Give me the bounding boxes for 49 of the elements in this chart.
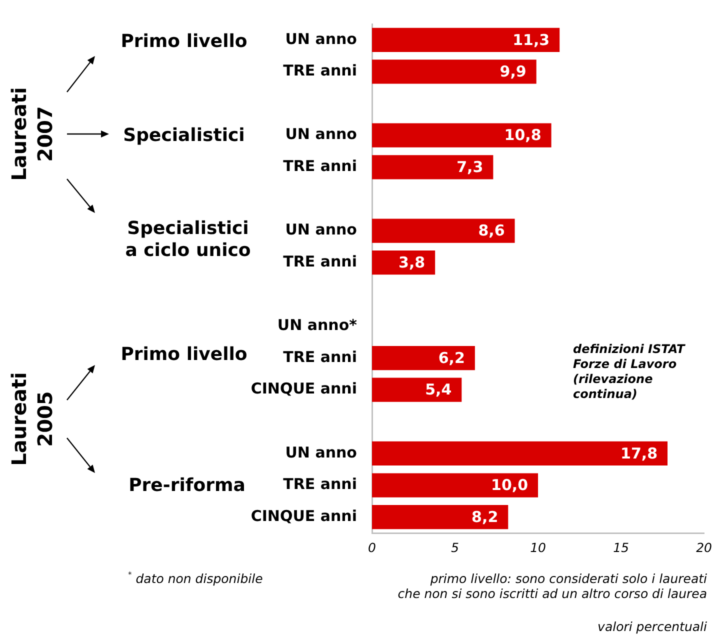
x-tick-label: 0	[368, 540, 376, 555]
bar	[372, 505, 508, 530]
text: Specialistici	[122, 125, 246, 147]
y-tick-label: CINQUE anni	[250, 506, 357, 525]
y-tick-label: CINQUE anni	[250, 380, 357, 398]
text: primo livello: sono considerati solo i laureati che non si sono iscritti ad un altro corso di laurea	[396, 571, 707, 601]
y-tick-label: TRE anni	[283, 157, 357, 176]
y-tick-label: UN anno	[285, 220, 357, 239]
bar	[372, 155, 494, 180]
y-tick-label: TRE anni	[283, 348, 357, 366]
y-tick-label: TRE anni	[283, 62, 357, 80]
y-tick-label: UN anno	[285, 125, 357, 144]
bar	[372, 473, 538, 498]
y-tick-label: UN anno	[285, 443, 357, 462]
bar	[372, 378, 462, 402]
x-tick-label: 10	[530, 540, 546, 555]
x-tick-label: 20	[696, 540, 712, 555]
bar	[372, 123, 552, 148]
data-label: 10,0	[491, 476, 528, 494]
data-label: 8,6	[478, 222, 505, 240]
x-tick-label: 5	[451, 540, 460, 555]
data-label: 6,2	[438, 348, 465, 367]
data-label: 17,8	[620, 444, 658, 462]
data-label: 11,3	[512, 30, 550, 49]
text: Primo livello	[120, 31, 248, 53]
bar	[372, 218, 515, 243]
bar	[372, 60, 536, 84]
text: $^{*}$ dato non disponibile	[128, 570, 264, 587]
data-label: 9,9	[500, 62, 526, 81]
bar	[372, 441, 668, 466]
text: Laureati 2007	[6, 86, 58, 183]
y-tick-label: TRE anni	[283, 252, 357, 270]
text: valori percentuali	[596, 619, 707, 634]
y-tick-label: UN anno	[285, 30, 357, 48]
bar	[372, 28, 560, 52]
data-label: 7,3	[456, 158, 484, 176]
data-label: 3,8	[398, 253, 426, 272]
text: Laureati 2005	[6, 371, 58, 468]
data-label: 8,2	[472, 508, 498, 526]
x-tick-label: 15	[613, 540, 630, 555]
text: Primo livello	[120, 344, 248, 366]
y-tick-label: TRE anni	[283, 475, 357, 494]
annotation: definizioni ISTAT Forze di Lavoro (rilevazione continua)	[573, 342, 686, 402]
text: Pre-riforma	[128, 475, 246, 497]
bar	[372, 346, 475, 370]
data-label: 5,4	[425, 380, 452, 399]
y-tick-label: UN anno*	[277, 316, 358, 334]
text: Specialistici a ciclo unico	[124, 218, 252, 262]
data-label: 10,8	[504, 126, 542, 144]
